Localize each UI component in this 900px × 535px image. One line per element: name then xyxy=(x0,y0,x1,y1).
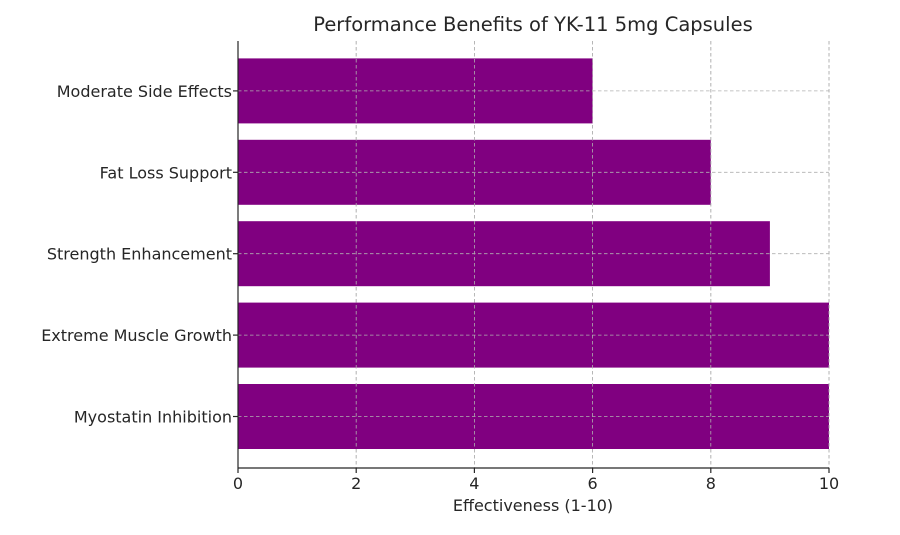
x-tick-label: 0 xyxy=(233,474,243,493)
y-axis-labels: Myostatin Inhibition Extreme Muscle Growt… xyxy=(41,82,238,427)
grid-overlay xyxy=(237,41,830,468)
x-tick-label: 4 xyxy=(469,474,479,493)
x-tick-label: 10 xyxy=(819,474,839,493)
x-tick-label: 2 xyxy=(351,474,361,493)
y-category-label: Extreme Muscle Growth xyxy=(41,326,232,345)
axes xyxy=(237,41,829,469)
x-axis-title: Effectiveness (1-10) xyxy=(453,496,613,515)
x-axis-ticks: 0 2 4 6 8 10 xyxy=(233,468,839,493)
chart-title: Performance Benefits of YK-11 5mg Capsul… xyxy=(313,13,753,36)
y-category-label: Fat Loss Support xyxy=(100,163,232,182)
y-category-label: Moderate Side Effects xyxy=(57,82,232,101)
y-category-label: Strength Enhancement xyxy=(47,245,232,264)
x-tick-label: 8 xyxy=(706,474,716,493)
x-tick-label: 6 xyxy=(588,474,598,493)
y-category-label: Myostatin Inhibition xyxy=(74,408,232,427)
